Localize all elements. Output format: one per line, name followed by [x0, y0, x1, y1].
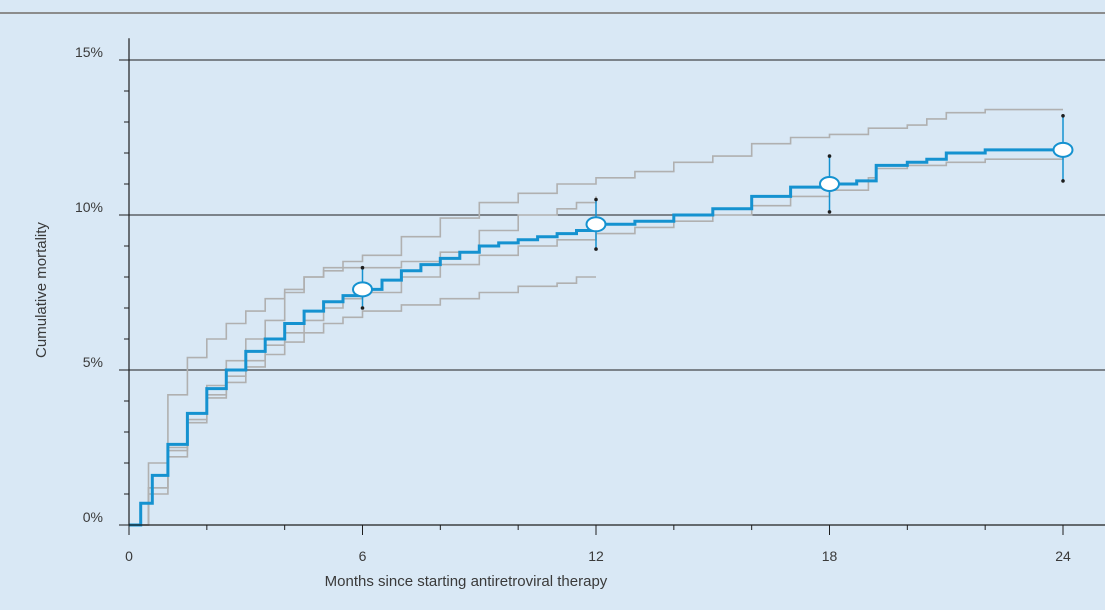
main-series-line [129, 148, 1063, 527]
x-tick-label: 24 [1055, 548, 1071, 564]
y-axis-title: Cumulative mortality [33, 222, 50, 358]
interval-marker-2 [585, 197, 607, 251]
main-series-group [129, 148, 1063, 527]
cohort-series-line-3 [129, 276, 596, 526]
error-bar-cap-lower [827, 210, 832, 214]
error-bar-cap-upper [1061, 114, 1065, 118]
x-axis-title: Months since starting antiretroviral the… [325, 573, 608, 590]
x-tick-label: 6 [359, 548, 367, 564]
error-bar-cap-upper [360, 265, 365, 270]
estimate-marker [1052, 141, 1074, 158]
error-bar-cap-lower [360, 306, 365, 310]
y-tick-label: 0% [83, 509, 103, 525]
error-bar-cap-lower [594, 247, 598, 251]
error-bar-cap-upper [827, 154, 832, 158]
tick-labels: 0% 5% 10% 15% 0 6 12 18 24 [75, 44, 1071, 564]
interval-marker-3 [819, 154, 840, 214]
estimate-marker [352, 281, 373, 298]
y-tick-label: 15% [75, 44, 103, 60]
interval-marker-4 [1052, 114, 1074, 183]
y-tick-label: 10% [75, 199, 103, 215]
axes [119, 38, 1105, 535]
x-tick-label: 0 [125, 548, 133, 564]
error-bar-cap-upper [594, 197, 598, 202]
estimate-marker [819, 176, 840, 192]
cohort-series-line-1 [129, 108, 1063, 526]
estimate-marker [585, 216, 607, 233]
x-tick-label: 18 [822, 548, 838, 564]
x-tick-label: 12 [588, 548, 604, 564]
interval-markers [352, 114, 1074, 310]
error-bar-cap-lower [1061, 179, 1065, 183]
y-tick-label: 5% [83, 354, 103, 370]
cohort-series-group [129, 108, 1064, 526]
gridlines [129, 59, 1105, 371]
interval-marker-1 [352, 265, 373, 310]
